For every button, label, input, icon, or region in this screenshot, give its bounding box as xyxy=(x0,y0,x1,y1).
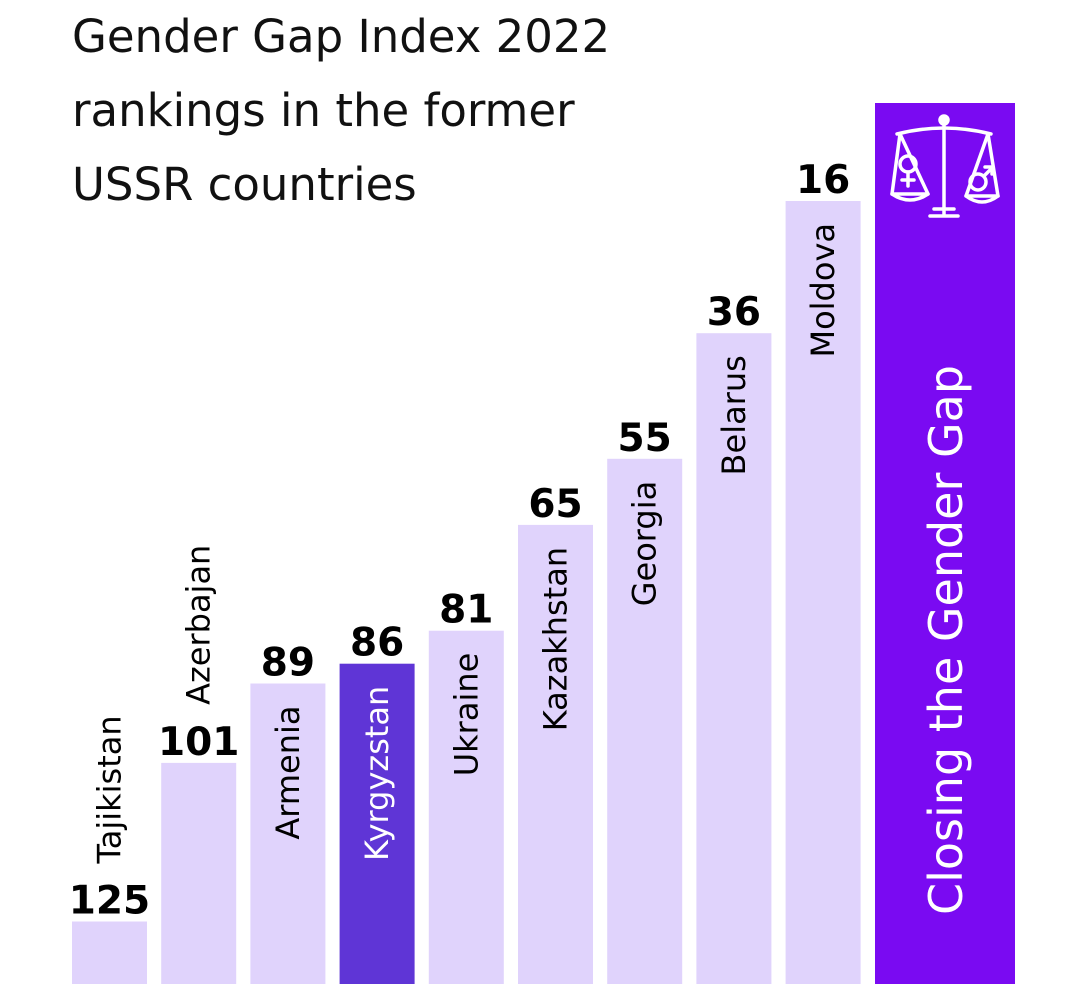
country-label-azerbajan: Azerbajan xyxy=(180,545,218,705)
bar-georgia xyxy=(607,458,683,984)
bar-tajikistan xyxy=(72,921,147,984)
bar-kyrgyzstan xyxy=(339,663,415,984)
country-label-kazakhstan: Kazakhstan xyxy=(537,547,575,731)
side-panel: Closing the Gender Gap xyxy=(875,103,1015,984)
rank-label-tajikistan: 125 xyxy=(69,879,150,924)
rank-label-armenia: 89 xyxy=(261,641,315,686)
bar-azerbajan xyxy=(161,762,237,984)
bars-layer: 125 Tajikistan 101 Azerbajan 89 Armenia 86 Kyrg… xyxy=(69,158,861,984)
country-label-georgia: Georgia xyxy=(626,481,664,606)
bar-kazakhstan xyxy=(518,524,593,984)
country-label-tajikistan: Tajikistan xyxy=(91,715,129,864)
side-panel-label: Closing the Gender Gap xyxy=(919,365,973,915)
bar-ukraine xyxy=(428,630,504,984)
rank-label-moldova: 16 xyxy=(796,158,850,203)
chart-title: Gender Gap Index 2022 rankings in the fo… xyxy=(72,0,772,222)
bar-belarus xyxy=(696,333,772,984)
country-label-kyrgyzstan: Kyrgyzstan xyxy=(358,686,396,861)
rank-label-belarus: 36 xyxy=(707,290,761,335)
rank-label-azerbajan: 101 xyxy=(158,720,239,765)
title-line-1: Gender Gap Index 2022 xyxy=(72,10,611,63)
bar-armenia xyxy=(250,683,326,984)
rank-label-kazakhstan: 65 xyxy=(528,482,582,527)
title-line-3: USSR countries xyxy=(72,158,417,211)
side-panel-background xyxy=(875,103,1015,984)
gender-equality-scales-icon xyxy=(890,114,1000,218)
country-label-belarus: Belarus xyxy=(715,355,753,475)
rank-label-kyrgyzstan: 86 xyxy=(350,621,404,666)
country-label-ukraine: Ukraine xyxy=(447,653,485,777)
rank-label-georgia: 55 xyxy=(618,416,672,461)
rank-label-ukraine: 81 xyxy=(439,588,493,633)
bar-moldova xyxy=(785,201,861,984)
country-label-moldova: Moldova xyxy=(804,223,842,358)
country-label-armenia: Armenia xyxy=(269,706,307,840)
title-line-2: rankings in the former xyxy=(72,84,575,137)
